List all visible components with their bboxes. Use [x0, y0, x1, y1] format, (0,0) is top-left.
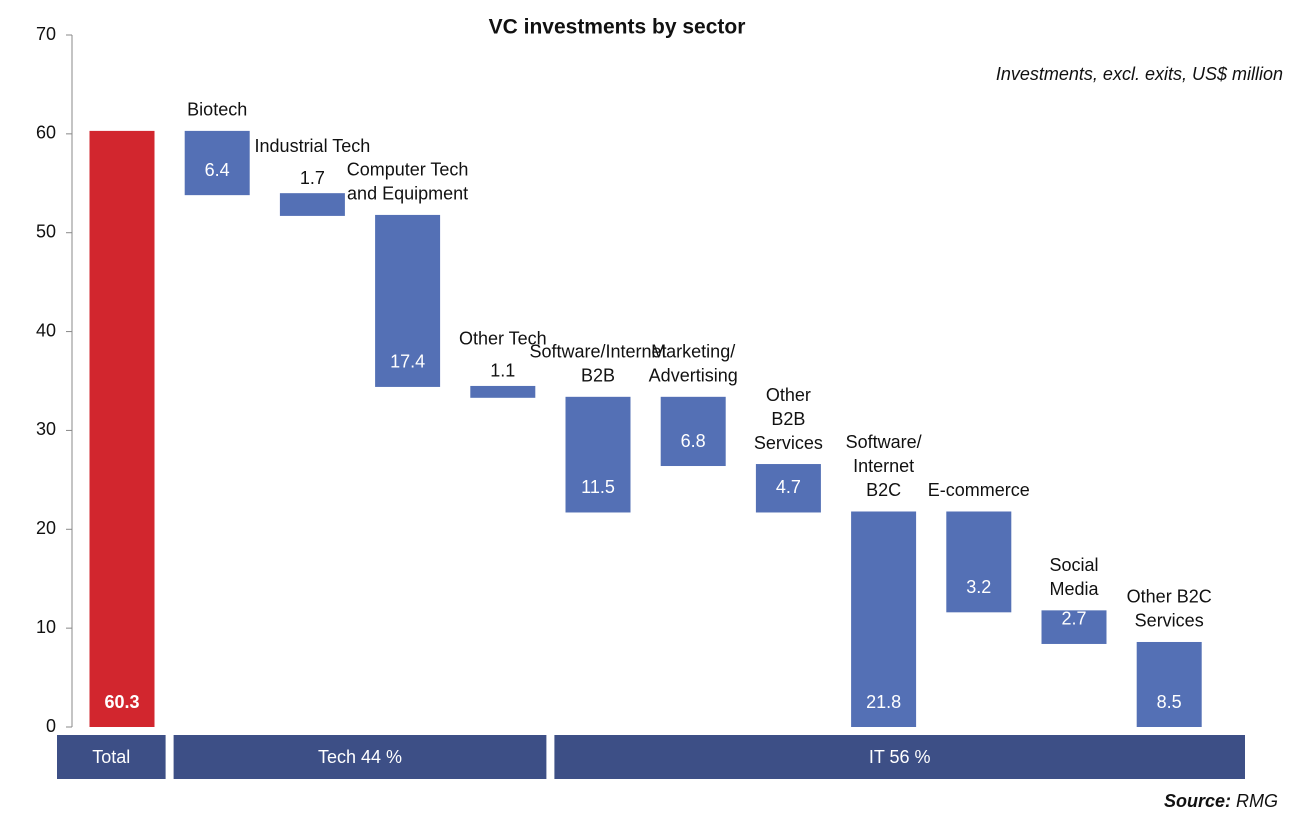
- value-label: 8.5: [1157, 692, 1182, 712]
- y-tick-label: 50: [36, 221, 56, 241]
- category-label: B2B: [771, 409, 805, 429]
- group-bar: [554, 735, 1245, 779]
- value-label: 11.5: [581, 477, 615, 497]
- category-label: Software/: [846, 432, 922, 452]
- bar: [89, 130, 155, 728]
- bar: [375, 214, 441, 387]
- group-label: Tech 44 %: [318, 747, 402, 767]
- category-label: B2C: [866, 480, 901, 500]
- y-tick-label: 0: [46, 716, 56, 736]
- y-tick-label: 40: [36, 320, 56, 340]
- chart-title: VC investments by sector: [489, 16, 746, 39]
- bar: [470, 385, 536, 398]
- bar: [851, 511, 917, 727]
- value-label: 17.4: [390, 352, 425, 372]
- bar: [1041, 610, 1107, 644]
- category-label: Computer Tech: [347, 160, 469, 180]
- bar: [279, 193, 345, 216]
- category-label: and Equipment: [347, 184, 468, 204]
- group-label: Total: [92, 747, 130, 767]
- bar: [1136, 641, 1202, 727]
- chart-subtitle: Investments, excl. exits, US$ million: [996, 64, 1283, 84]
- value-label: 60.3: [104, 692, 139, 712]
- category-label: Industrial Tech: [255, 136, 371, 156]
- category-label: Software/Internet: [529, 342, 666, 362]
- value-label: 1.1: [490, 361, 515, 381]
- y-tick-label: 30: [36, 419, 56, 439]
- y-tick-label: 10: [36, 617, 56, 637]
- category-label: E-commerce: [928, 480, 1030, 500]
- value-label: 6.4: [205, 160, 230, 180]
- bar: [755, 464, 821, 513]
- category-label: Advertising: [649, 366, 738, 386]
- category-label: B2B: [581, 366, 615, 386]
- value-label: 3.2: [966, 577, 991, 597]
- value-label: 2.7: [1061, 609, 1086, 629]
- category-label: Media: [1049, 579, 1099, 599]
- y-tick-label: 70: [36, 24, 56, 44]
- category-label: Services: [754, 433, 823, 453]
- category-label: Biotech: [187, 100, 247, 120]
- group-label: IT 56 %: [869, 747, 931, 767]
- value-label: 6.8: [681, 431, 706, 451]
- bar: [565, 396, 631, 513]
- category-label: Internet: [853, 456, 914, 476]
- source: Source: RMG: [1164, 791, 1278, 811]
- value-label: 21.8: [866, 692, 901, 712]
- y-tick-label: 20: [36, 518, 56, 538]
- value-label: 1.7: [300, 168, 325, 188]
- source-text: RMG: [1236, 791, 1278, 811]
- category-label: Other B2C: [1127, 587, 1212, 607]
- bar: [660, 396, 726, 467]
- category-label: Marketing/: [651, 342, 735, 362]
- group-bar: [57, 735, 166, 779]
- group-bar: [173, 735, 547, 779]
- source-label: Source:: [1164, 791, 1231, 811]
- category-label: Other Tech: [459, 329, 547, 349]
- y-tick-label: 60: [36, 123, 56, 143]
- bar: [184, 130, 250, 196]
- category-label: Social: [1049, 555, 1098, 575]
- value-label: 4.7: [776, 477, 801, 497]
- category-label: Other: [766, 385, 811, 405]
- bar: [946, 511, 1012, 613]
- category-label: Services: [1135, 611, 1204, 631]
